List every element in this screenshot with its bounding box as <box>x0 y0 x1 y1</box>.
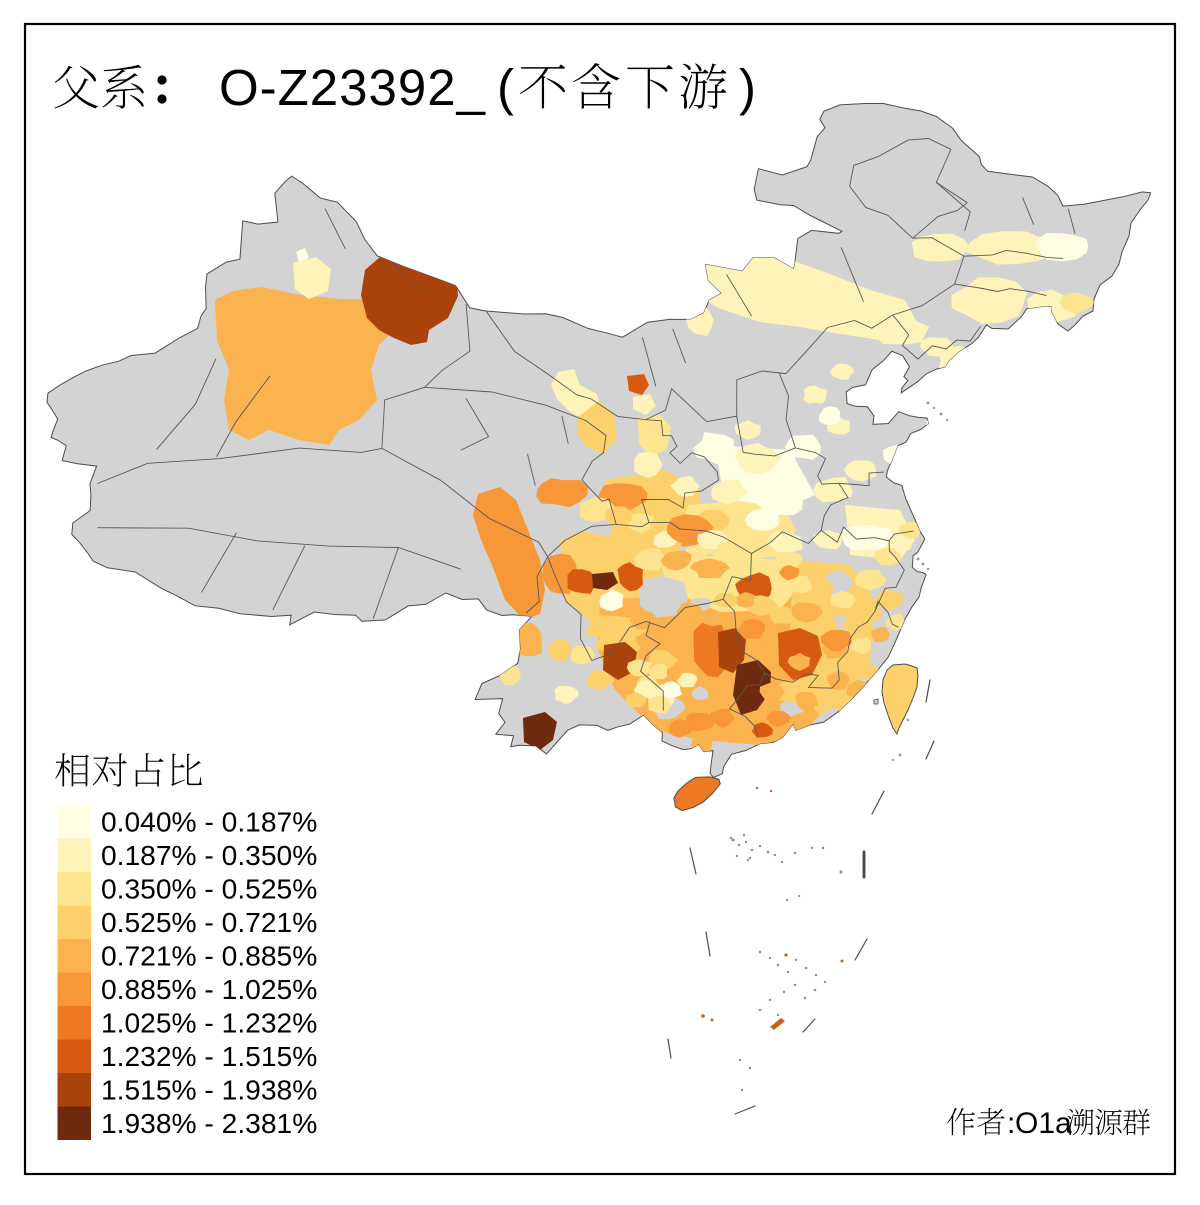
svg-text::: : <box>1007 1107 1015 1140</box>
svg-text:0.350% - 0.525%: 0.350% - 0.525% <box>101 873 317 905</box>
svg-text:0.721% - 0.885%: 0.721% - 0.885% <box>101 940 317 972</box>
svg-text:0.040% - 0.187%: 0.040% - 0.187% <box>101 806 317 838</box>
svg-text:O-Z23392_: O-Z23392_ <box>219 59 486 116</box>
svg-text:1.232% - 1.515%: 1.232% - 1.515% <box>101 1040 317 1072</box>
svg-text:(: ( <box>497 59 514 116</box>
svg-text:0.525% - 0.721%: 0.525% - 0.721% <box>101 906 317 938</box>
svg-text:1.515% - 1.938%: 1.515% - 1.938% <box>101 1074 317 1106</box>
svg-text:): ) <box>739 59 756 116</box>
svg-text:0.187% - 0.350%: 0.187% - 0.350% <box>101 839 317 871</box>
svg-text:O1a: O1a <box>1015 1107 1072 1140</box>
svg-text:1.938% - 2.381%: 1.938% - 2.381% <box>101 1107 317 1139</box>
svg-text:0.885% - 1.025%: 0.885% - 1.025% <box>101 973 317 1005</box>
svg-text:1.025% - 1.232%: 1.025% - 1.232% <box>101 1007 317 1039</box>
